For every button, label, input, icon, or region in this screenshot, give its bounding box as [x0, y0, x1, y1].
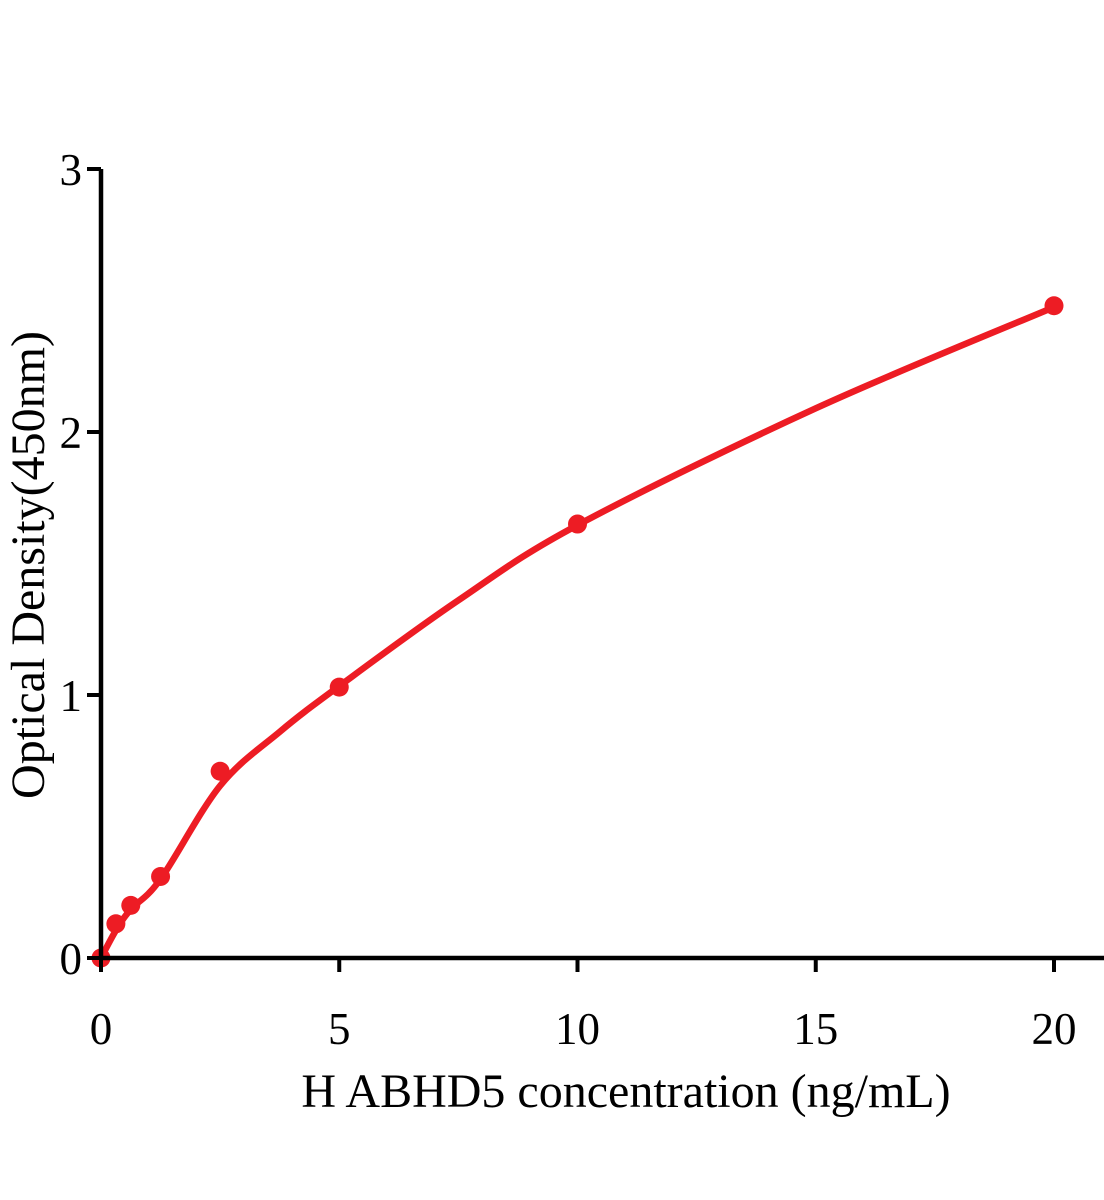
x-tick-label: 20 — [1032, 1004, 1077, 1054]
x-tick-label: 5 — [328, 1004, 351, 1054]
data-point — [106, 914, 126, 934]
y-axis-title: Optical Density(450nm) — [2, 331, 55, 799]
data-point — [1044, 296, 1064, 316]
y-tick-label: 3 — [60, 145, 83, 195]
fit-curve-line — [97, 303, 1058, 962]
data-point — [568, 514, 587, 534]
y-tick-label: 1 — [60, 671, 83, 721]
data-point — [121, 895, 141, 915]
data-point — [151, 866, 171, 886]
x-axis-title: H ABHD5 concentration (ng/mL) — [301, 1065, 950, 1118]
x-tick-label: 0 — [90, 1004, 113, 1054]
plot-series-layer — [91, 296, 1064, 968]
y-tick-label: 0 — [60, 934, 83, 984]
axes-layer: 0 5 10 15 20 0 1 2 3 — [60, 145, 1104, 1054]
x-tick-label: 15 — [793, 1004, 838, 1054]
x-tick-label: 10 — [555, 1004, 600, 1054]
data-point — [329, 677, 349, 697]
y-tick-label: 2 — [60, 408, 83, 458]
data-point — [210, 761, 230, 781]
